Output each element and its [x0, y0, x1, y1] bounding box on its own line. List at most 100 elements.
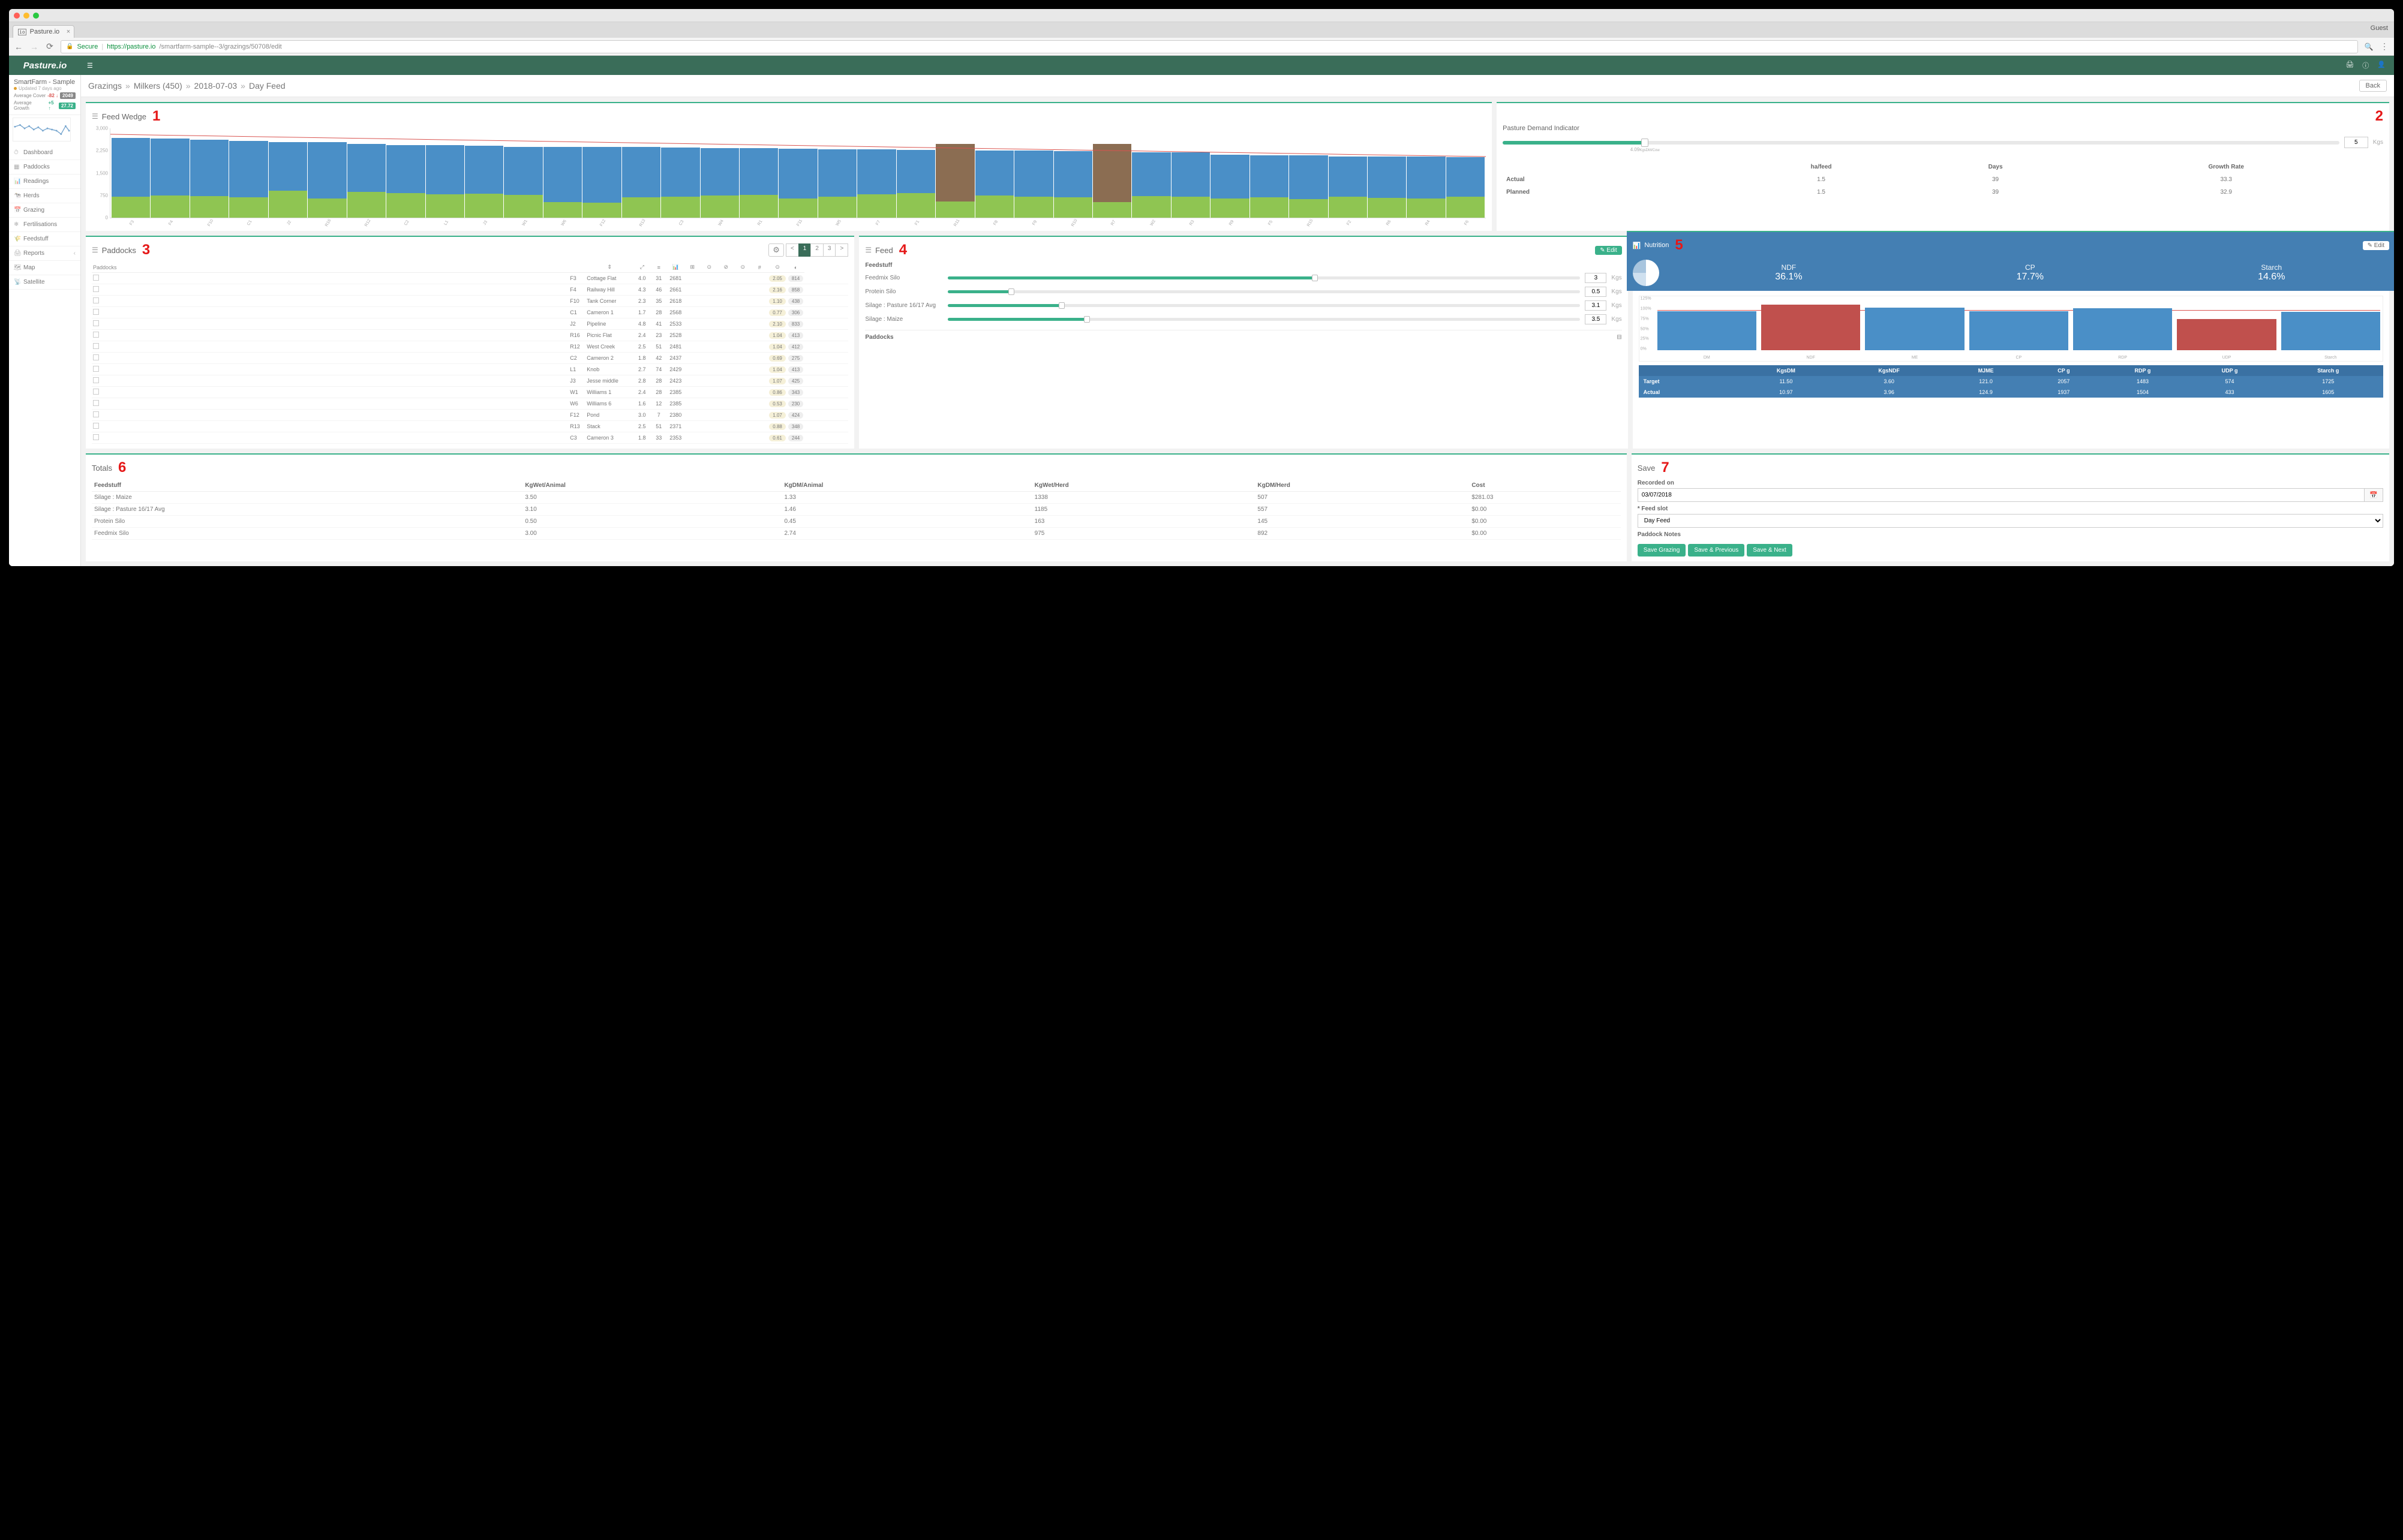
wedge-bar[interactable] — [1250, 128, 1288, 218]
col-icon[interactable]: # — [751, 262, 768, 273]
paddock-row[interactable]: C3Cameron 31.83323530.61244 — [92, 432, 848, 444]
wedge-bar[interactable] — [661, 128, 699, 218]
wedge-bar[interactable] — [740, 128, 778, 218]
paddock-row[interactable]: F12Pond3.0723801.07424 — [92, 410, 848, 421]
nav-forward-icon[interactable]: → — [29, 42, 39, 52]
wedge-bar[interactable] — [582, 128, 621, 218]
paddock-row[interactable]: C2Cameron 21.84224370.69275 — [92, 353, 848, 364]
wedge-bar[interactable] — [543, 128, 582, 218]
col-icon[interactable]: ≡ — [650, 262, 667, 273]
minimize-dot[interactable] — [23, 13, 29, 19]
feed-slider[interactable] — [948, 276, 1580, 279]
wedge-bar[interactable] — [1093, 128, 1131, 218]
sidebar-item-grazing[interactable]: 📅Grazing — [9, 203, 80, 218]
wedge-bar[interactable] — [1368, 128, 1406, 218]
row-checkbox[interactable] — [93, 411, 99, 417]
paddock-row[interactable]: F3Cottage Flat4.03126812.05814 — [92, 273, 848, 284]
browser-tab[interactable]: io Pasture.io × — [13, 25, 74, 38]
paddock-row[interactable]: J3Jesse middle2.82824231.07425 — [92, 375, 848, 387]
feed-value-input[interactable] — [1585, 287, 1606, 297]
row-checkbox[interactable] — [93, 389, 99, 395]
nav-back-icon[interactable]: ← — [14, 42, 23, 52]
wedge-bar[interactable] — [229, 128, 268, 218]
wedge-bar[interactable] — [465, 128, 503, 218]
page-button[interactable]: 2 — [810, 243, 824, 257]
row-checkbox[interactable] — [93, 434, 99, 440]
user-icon[interactable]: 👤 — [2377, 61, 2386, 70]
tab-close-icon[interactable]: × — [67, 28, 70, 35]
back-button[interactable]: Back — [2359, 80, 2387, 92]
row-checkbox[interactable] — [93, 297, 99, 303]
save-button[interactable]: Save & Previous — [1688, 544, 1744, 557]
paddock-row[interactable]: F10Tank Corner2.33526181.10438 — [92, 296, 848, 307]
recorded-input[interactable] — [1638, 488, 2365, 502]
breadcrumb-part[interactable]: Day Feed — [249, 81, 286, 91]
row-checkbox[interactable] — [93, 309, 99, 315]
save-button[interactable]: Save Grazing — [1638, 544, 1686, 557]
search-icon[interactable]: 🔍 — [2364, 43, 2374, 51]
save-button[interactable]: Save & Next — [1747, 544, 1792, 557]
row-checkbox[interactable] — [93, 377, 99, 383]
col-header[interactable]: Paddocks — [92, 262, 569, 273]
feed-value-input[interactable] — [1585, 300, 1606, 311]
wedge-bar[interactable] — [1210, 128, 1249, 218]
nav-reload-icon[interactable]: ⟳ — [45, 41, 55, 52]
row-checkbox[interactable] — [93, 320, 99, 326]
feed-value-input[interactable] — [1585, 273, 1606, 283]
sidebar-item-map[interactable]: 🗺Map — [9, 261, 80, 275]
wedge-bar[interactable] — [1172, 128, 1210, 218]
wedge-bar[interactable] — [426, 128, 464, 218]
row-checkbox[interactable] — [93, 275, 99, 281]
info-icon[interactable]: ⓘ — [2362, 61, 2369, 70]
wedge-bar[interactable] — [504, 128, 542, 218]
row-checkbox[interactable] — [93, 286, 99, 292]
wedge-bar[interactable] — [269, 128, 307, 218]
col-icon[interactable]: ⊙ — [734, 262, 751, 273]
row-checkbox[interactable] — [93, 332, 99, 338]
row-checkbox[interactable] — [93, 343, 99, 349]
address-bar[interactable]: 🔒 Secure | https://pasture.io/smartfarm-… — [61, 40, 2358, 53]
sidebar-item-feedstuff[interactable]: 🌾Feedstuff — [9, 232, 80, 246]
sidebar-item-paddocks[interactable]: ▦Paddocks — [9, 160, 80, 175]
col-icon[interactable]: 📊 — [667, 262, 684, 273]
paddock-row[interactable]: L1Knob2.77424291.04413 — [92, 364, 848, 375]
demand-input[interactable] — [2344, 137, 2368, 148]
wedge-bar[interactable] — [622, 128, 660, 218]
app-logo[interactable]: Pasture.io — [9, 56, 81, 75]
page-button[interactable]: > — [835, 243, 848, 257]
row-checkbox[interactable] — [93, 354, 99, 360]
paddock-row[interactable]: F4Railway Hill4.34626612.16858 — [92, 284, 848, 296]
col-icon[interactable]: ⤢ — [633, 262, 650, 273]
row-checkbox[interactable] — [93, 423, 99, 429]
wedge-bar[interactable] — [1132, 128, 1170, 218]
wedge-bar[interactable] — [1407, 128, 1445, 218]
col-icon[interactable]: ◐ — [787, 262, 804, 273]
col-icon[interactable]: ⇕ — [585, 262, 633, 273]
wedge-bar[interactable] — [818, 128, 857, 218]
close-dot[interactable] — [14, 13, 20, 19]
demand-slider[interactable]: 4.09KgsDM/Cow — [1503, 141, 2339, 145]
paddock-row[interactable]: R16Picnic Flat2.42325281.04413 — [92, 330, 848, 341]
feedslot-select[interactable]: Day Feed — [1638, 514, 2383, 528]
wedge-bar[interactable] — [1446, 128, 1485, 218]
wedge-bar[interactable] — [897, 128, 935, 218]
gear-icon[interactable]: ⚙ — [768, 243, 784, 257]
wedge-bar[interactable] — [347, 128, 386, 218]
col-icon[interactable]: ⊙ — [768, 262, 787, 273]
calendar-icon[interactable]: 📅 — [2365, 488, 2383, 502]
edit-button[interactable]: ✎ Edit — [1595, 246, 1621, 255]
feed-slider[interactable] — [948, 304, 1580, 307]
sidebar-item-reports[interactable]: 🖨Reports‹ — [9, 246, 80, 261]
wedge-bar[interactable] — [151, 128, 189, 218]
paddock-row[interactable]: W6Williams 61.61223850.53230 — [92, 398, 848, 410]
paddocks-accordion[interactable]: Paddocks ⊟ — [865, 330, 1621, 341]
paddock-row[interactable]: J2Pipeline4.84125332.10833 — [92, 318, 848, 330]
paddock-row[interactable]: W1Williams 12.42823850.86343 — [92, 387, 848, 398]
breadcrumb-part[interactable]: 2018-07-03 — [194, 81, 238, 91]
page-button[interactable]: 1 — [798, 243, 812, 257]
breadcrumb-part[interactable]: Milkers (450) — [134, 81, 182, 91]
paddock-row[interactable]: C1Cameron 11.72825680.77306 — [92, 307, 848, 318]
wedge-bar[interactable] — [190, 128, 229, 218]
wedge-bar[interactable] — [1329, 128, 1367, 218]
breadcrumb-part[interactable]: Grazings — [88, 81, 122, 91]
